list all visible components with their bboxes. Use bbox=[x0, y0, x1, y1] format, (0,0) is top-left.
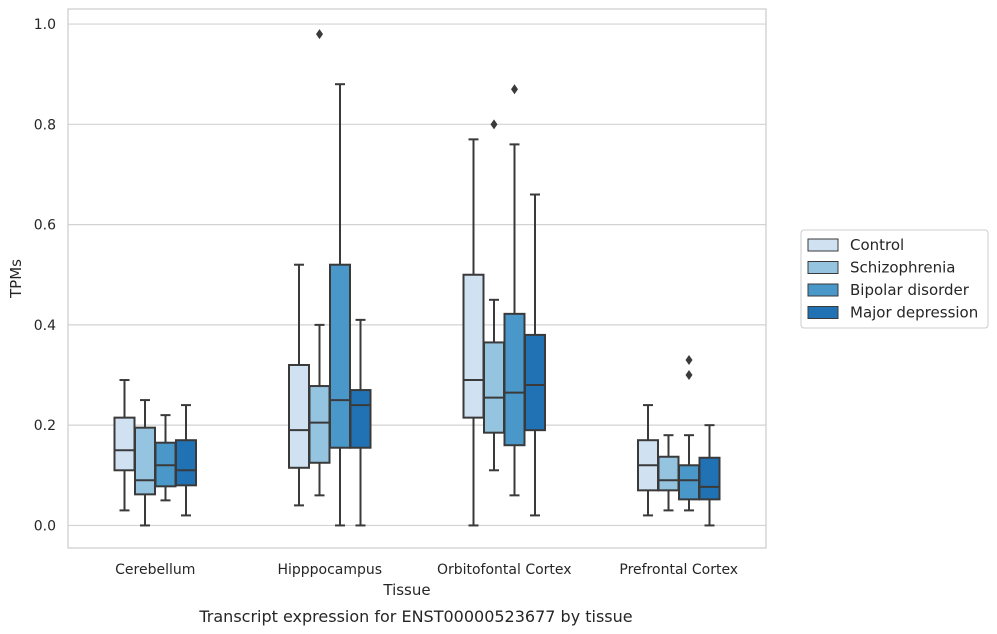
legend-swatch bbox=[807, 283, 839, 297]
legend-item: Schizophrenia bbox=[807, 259, 955, 277]
iqr-box bbox=[657, 455, 680, 492]
iqr-box bbox=[288, 363, 310, 469]
box-orbitofontal-cortex bbox=[524, 193, 546, 517]
box-prefrontal-cortex bbox=[698, 424, 721, 527]
box-orbitofontal-cortex bbox=[483, 119, 505, 472]
series-control bbox=[113, 138, 659, 527]
outlier-point bbox=[316, 29, 323, 40]
legend-swatch bbox=[807, 306, 839, 319]
iqr-box bbox=[134, 426, 156, 496]
iqr-box bbox=[113, 416, 136, 472]
series-major-depression bbox=[175, 193, 721, 527]
y-tick-label: 0.4 bbox=[34, 318, 56, 334]
plot-frame bbox=[67, 8, 767, 549]
x-tick-label: Hipppocampus bbox=[277, 562, 382, 578]
iqr-box bbox=[678, 464, 700, 501]
box-hipppocampus bbox=[329, 83, 351, 527]
box-cerebellum bbox=[154, 414, 177, 502]
iqr-box bbox=[329, 263, 351, 449]
x-axis-label: Tissue bbox=[382, 581, 430, 599]
legend-frame bbox=[800, 229, 989, 329]
iqr-box bbox=[503, 312, 526, 447]
x-tick-label: Cerebellum bbox=[115, 562, 195, 578]
y-tick-label: 0.8 bbox=[34, 117, 56, 133]
chart-caption: Transcript expression for ENST0000052367… bbox=[198, 607, 632, 626]
box-orbitofontal-cortex bbox=[503, 84, 526, 497]
legend-label: Major depression bbox=[850, 304, 978, 322]
iqr-box bbox=[524, 333, 546, 432]
legend-swatch bbox=[807, 261, 839, 274]
y-tick-label: 0.2 bbox=[34, 418, 56, 434]
legend-item: Control bbox=[807, 236, 904, 254]
x-tick-label: Prefrontal Cortex bbox=[619, 562, 738, 578]
box-orbitofontal-cortex bbox=[462, 138, 485, 527]
box-prefrontal-cortex bbox=[678, 354, 700, 512]
legend-label: Control bbox=[850, 236, 904, 254]
x-tick-label: Orbitofontal Cortex bbox=[437, 562, 572, 578]
box-cerebellum bbox=[134, 399, 156, 527]
legend-label: Bipolar disorder bbox=[850, 281, 970, 299]
y-tick-label: 0.6 bbox=[34, 218, 56, 234]
y-tick-label: 0.0 bbox=[34, 518, 56, 534]
box-cerebellum bbox=[113, 379, 136, 512]
outlier-point bbox=[685, 370, 693, 381]
box-hipppocampus bbox=[308, 29, 331, 497]
iqr-box bbox=[483, 341, 505, 434]
outlier-point bbox=[490, 119, 498, 130]
iqr-box bbox=[349, 389, 372, 449]
series-bipolar-disorder bbox=[154, 83, 700, 527]
box-cerebellum bbox=[175, 404, 197, 517]
legend-swatch bbox=[807, 238, 839, 252]
outlier-point bbox=[511, 84, 518, 95]
box-prefrontal-cortex bbox=[657, 434, 680, 512]
outlier-point bbox=[685, 354, 693, 365]
legend-label: Schizophrenia bbox=[850, 259, 955, 277]
iqr-box bbox=[462, 273, 485, 419]
box-hipppocampus bbox=[349, 318, 372, 527]
y-tick-label: 1.0 bbox=[34, 17, 56, 33]
box-hipppocampus bbox=[288, 263, 310, 507]
legend-item: Major depression bbox=[807, 304, 978, 322]
iqr-box bbox=[175, 439, 197, 487]
box-prefrontal-cortex bbox=[637, 404, 659, 517]
gridlines bbox=[68, 23, 766, 527]
series-schizophrenia bbox=[134, 29, 680, 527]
x-axis-ticks: Cerebellum Hipppocampus Orbitofontal Corte… bbox=[115, 562, 738, 578]
iqr-box bbox=[698, 456, 721, 501]
y-axis-ticks: 0.0 0.2 0.4 0.6 0.8 1.0 bbox=[34, 17, 56, 534]
y-axis-label: TPMs bbox=[7, 259, 25, 299]
legend-item: Bipolar disorder bbox=[807, 281, 970, 299]
iqr-box bbox=[308, 385, 331, 464]
box-series bbox=[113, 29, 721, 527]
legend: Control Schizophrenia Bipolar disorder Majo… bbox=[800, 229, 989, 329]
